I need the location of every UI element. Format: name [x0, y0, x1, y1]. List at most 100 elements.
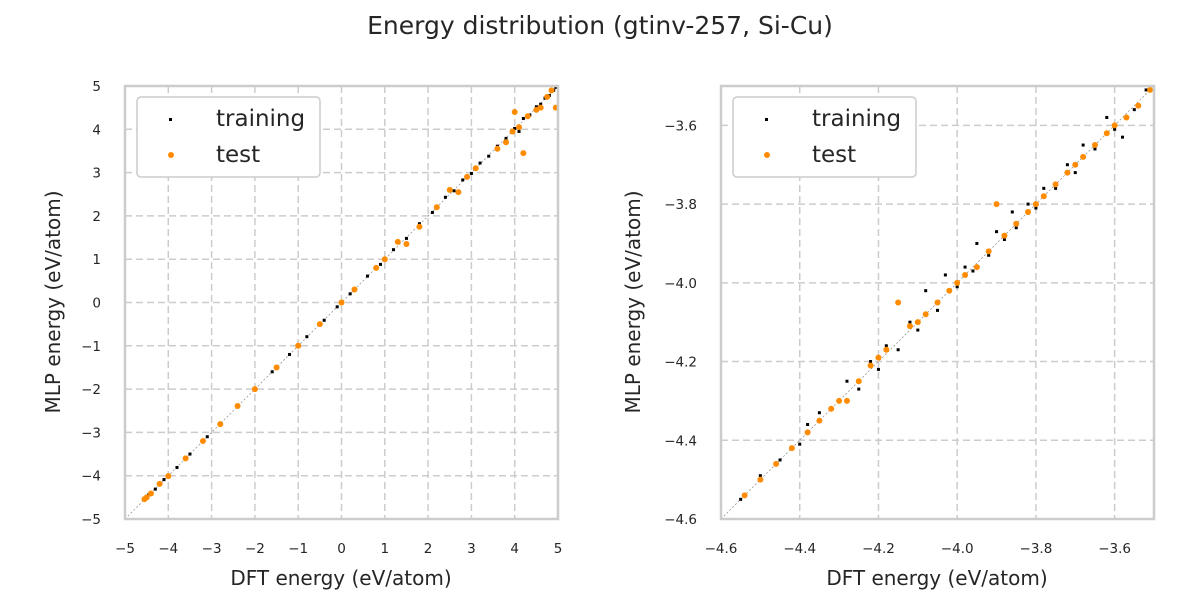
left-test-point: [552, 104, 558, 111]
left-training-point: [517, 129, 521, 133]
right-training-point: [1042, 186, 1046, 190]
left-test-point: [316, 321, 323, 328]
right-training-point: [936, 308, 939, 312]
right-test-point: [757, 476, 764, 483]
right-training-point: [1105, 115, 1109, 119]
right-test-point: [1064, 169, 1071, 176]
left-test-point: [394, 238, 401, 245]
left-training-point: [335, 305, 339, 309]
right-training-point: [943, 273, 947, 277]
right-legend-test-label: test: [812, 142, 856, 168]
right-x-tick-label: −4.2: [862, 541, 895, 557]
right-x-tick-label: −4.4: [783, 541, 816, 557]
right-test-point: [867, 362, 874, 369]
left-training-point: [452, 189, 456, 193]
right-training-point: [778, 458, 782, 462]
left-x-tick-label: 1: [381, 541, 390, 557]
left-training-point: [404, 236, 408, 240]
left-training-point: [153, 487, 157, 491]
left-test-point: [464, 173, 471, 180]
right-test-point: [1147, 86, 1154, 93]
right-test-point: [883, 346, 890, 353]
right-training-point: [1113, 127, 1117, 131]
left-training-point: [188, 452, 192, 456]
left-test-point: [433, 204, 440, 211]
left-x-tick-label: 0: [337, 541, 346, 557]
right-training-point: [908, 320, 912, 324]
left-training-point: [175, 465, 179, 469]
left-y-tick-label: −5: [81, 512, 101, 528]
right-test-point: [973, 264, 980, 271]
left-training-point: [443, 195, 447, 199]
left-x-tick-label: 3: [467, 541, 476, 557]
right-training-point: [963, 265, 967, 269]
left-y-tick-label: 5: [92, 79, 101, 95]
right-scatter-panel: −4.6 −4.4 −4.2 −4.0 −3.8 −3.6 −4.6−4.4−4.2−4.…: [621, 84, 1156, 590]
left-x-tick-label: 2: [424, 541, 433, 557]
left-training-point: [539, 102, 543, 106]
left-y-tick-label: 3: [92, 166, 101, 182]
right-test-point: [985, 248, 992, 255]
left-test-point: [494, 145, 501, 152]
left-test-point: [548, 87, 555, 94]
right-test-point: [946, 287, 953, 294]
left-x-tick-label: −3: [202, 541, 222, 557]
left-y-tick-labels: −5 −4 −3 −2 −1 0 1 2 3 4 5: [81, 79, 101, 528]
left-training-point: [534, 105, 538, 109]
right-test-point: [843, 397, 850, 404]
right-x-tick-label: −3.8: [1020, 541, 1053, 557]
right-training-point: [896, 348, 900, 352]
left-training-point: [513, 126, 517, 130]
left-test-point: [143, 494, 150, 501]
right-training-point: [758, 474, 762, 478]
right-test-point: [1123, 114, 1130, 121]
right-training-point: [1081, 143, 1085, 147]
left-x-axis-label: DFT energy (eV/atom): [230, 566, 451, 590]
left-training-point: [305, 335, 309, 339]
right-training-point: [1073, 171, 1077, 175]
right-test-point: [1080, 153, 1087, 160]
left-test-point: [520, 150, 527, 157]
right-y-tick-label: −4.4: [664, 433, 697, 449]
right-test-point: [1135, 102, 1142, 109]
left-x-tick-label: −5: [115, 541, 135, 557]
left-test-point: [381, 256, 388, 263]
left-test-point: [373, 264, 380, 271]
left-test-point: [446, 186, 453, 193]
left-y-axis-label: MLP energy (eV/atom): [41, 190, 65, 413]
right-test-point: [1001, 232, 1008, 239]
right-test-point: [993, 201, 1000, 208]
right-test-point: [855, 378, 862, 385]
left-training-point: [417, 222, 421, 226]
left-legend-training-marker: [169, 118, 172, 121]
right-training-point: [955, 285, 959, 289]
right-training-point: [1026, 202, 1030, 206]
right-training-point: [845, 379, 849, 383]
right-training-point: [798, 442, 802, 446]
left-scatter-panel: −5 −4 −3 −2 −1 0 1 2 3 4 5 −5 −4 −3 −2 −1 0 1 2 3 4 5 DFT en…: [41, 79, 562, 590]
right-test-point: [1103, 130, 1110, 137]
right-training-points: [739, 88, 1148, 501]
right-training-point: [987, 253, 991, 257]
right-test-point: [962, 271, 969, 278]
right-test-point: [1032, 201, 1039, 208]
left-y-tick-label: 0: [92, 296, 101, 312]
right-y-tick-label: −3.6: [664, 118, 697, 134]
right-test-point: [906, 323, 913, 330]
left-test-point: [217, 421, 224, 428]
right-training-point: [1010, 210, 1014, 214]
left-y-tick-label: −3: [81, 425, 101, 441]
right-y-tick-label: −4.6: [664, 512, 697, 528]
right-training-point: [1014, 226, 1018, 230]
right-test-point: [741, 492, 748, 499]
left-test-point: [251, 386, 258, 393]
left-y-tick-label: 4: [92, 122, 101, 138]
left-plot-frame: [123, 84, 560, 521]
left-test-points: [141, 87, 558, 503]
left-training-point: [205, 435, 209, 439]
right-test-points: [741, 86, 1154, 499]
left-test-point: [524, 113, 531, 120]
right-test-point: [934, 299, 941, 306]
left-y-tick-label: −4: [81, 469, 101, 485]
